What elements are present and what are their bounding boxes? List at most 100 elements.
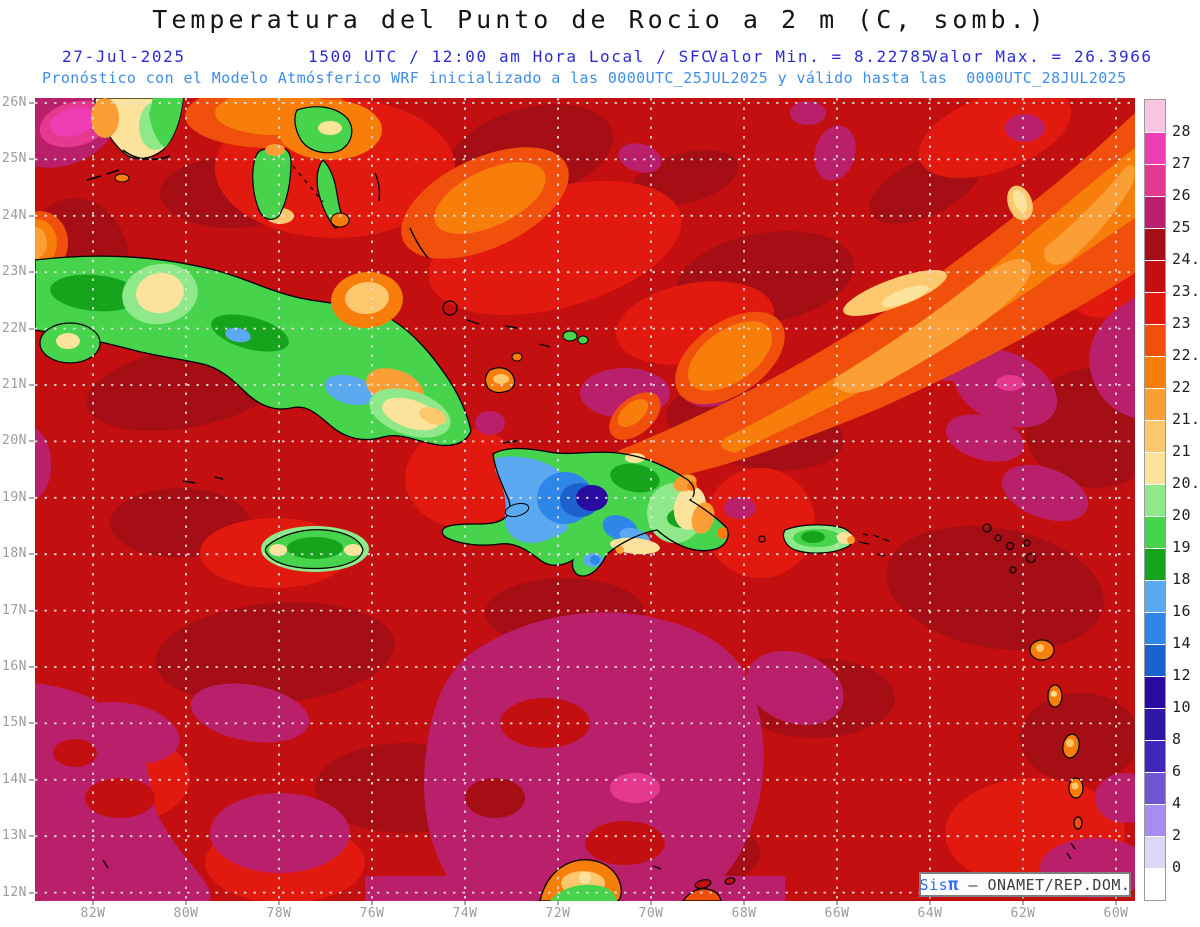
lon-tick-mark — [92, 901, 94, 905]
lon-tick-mark — [1022, 901, 1024, 905]
dry-air-streaks — [35, 98, 1135, 483]
colorbar-segment — [1145, 516, 1165, 548]
lon-tick-label: 82W — [80, 906, 106, 921]
puerto-rico-island — [758, 524, 890, 557]
lon-tick-mark — [278, 901, 280, 905]
colorbar — [1144, 99, 1166, 901]
lat-tick-mark — [29, 440, 34, 443]
colorbar-boundary-label: 25 — [1172, 218, 1192, 236]
lon-tick-label: 62W — [1010, 906, 1036, 921]
page-title: Temperatura del Punto de Rocio a 2 m (C,… — [152, 5, 1048, 34]
colorbar-boundary-label: 24.5 — [1172, 250, 1200, 268]
watermark-pi-icon: π — [948, 874, 959, 895]
lat-tick-mark — [29, 102, 34, 104]
lon-tick-label: 72W — [545, 906, 571, 921]
colorbar-segment — [1145, 132, 1165, 164]
abc-islands-south-america — [539, 859, 736, 901]
colorbar-segment — [1145, 772, 1165, 804]
valor-max-label: Valor Max. = 26.3966 — [928, 47, 1153, 66]
colorbar-segment — [1145, 292, 1165, 324]
colorbar-boundary-label: 10 — [1172, 698, 1192, 716]
lon-tick-label: 66W — [824, 906, 850, 921]
lon-tick-mark — [464, 901, 466, 905]
lat-tick-mark — [29, 609, 34, 612]
colorbar-boundary-label: 26 — [1172, 186, 1192, 204]
lat-tick-label: 24N — [2, 207, 27, 223]
lon-tick-mark — [371, 901, 373, 905]
colorbar-segment — [1145, 836, 1165, 868]
lon-tick-label: 70W — [638, 906, 664, 921]
lon-tick-label: 64W — [917, 906, 943, 921]
bahamas-islands — [252, 100, 523, 394]
lat-tick-label: 25N — [2, 151, 27, 167]
colorbar-segment — [1145, 452, 1165, 484]
valor-min-label: Valor Min. = 8.22785 — [708, 47, 933, 66]
colorbar-segment — [1145, 196, 1165, 228]
colorbar-segment — [1145, 740, 1165, 772]
valid-date-label: 27-Jul-2025 — [62, 47, 186, 66]
colorbar-segment — [1145, 868, 1165, 900]
lon-tick-label: 74W — [452, 906, 478, 921]
colorbar-segment — [1145, 804, 1165, 836]
colorbar-boundary-label: 6 — [1172, 762, 1182, 780]
lat-tick-label: 21N — [2, 377, 27, 392]
hispaniola-island — [441, 440, 729, 577]
colorbar-segment — [1145, 420, 1165, 452]
florida-tip — [86, 98, 184, 183]
lat-tick-label: 17N — [2, 602, 27, 618]
lon-tick-mark — [836, 901, 838, 905]
lat-tick-label: 16N — [2, 659, 27, 674]
dewpoint-map — [35, 98, 1135, 901]
colorbar-segment — [1145, 388, 1165, 420]
lat-tick-mark — [29, 158, 34, 161]
watermark-badge: Sis π – ONAMET/REP.DOM. — [919, 872, 1131, 897]
colorbar-boundary-label: 0 — [1172, 858, 1182, 876]
lat-tick-mark — [29, 891, 34, 894]
cuba-island — [35, 255, 472, 447]
lat-tick-label: 26N — [2, 95, 27, 110]
turks-caicos — [539, 330, 589, 348]
lon-tick-label: 68W — [731, 906, 757, 921]
colorbar-boundary-label: 14 — [1172, 634, 1192, 652]
lat-tick-mark — [29, 384, 34, 386]
lat-tick-label: 22N — [2, 320, 27, 336]
lat-tick-mark — [29, 214, 34, 217]
colorbar-segment — [1145, 612, 1165, 644]
lat-tick-label: 18N — [2, 546, 27, 562]
colorbar-segment — [1145, 324, 1165, 356]
colorbar-boundary-label: 22 — [1172, 378, 1192, 396]
colorbar-segment — [1145, 356, 1165, 388]
lat-tick-label: 23N — [2, 264, 27, 280]
forecast-model-line: Pronóstico con el Modelo Atmósferico WRF… — [42, 69, 1127, 87]
watermark-org: ONAMET/REP.DOM. — [987, 875, 1131, 894]
lon-tick-label: 78W — [266, 906, 292, 921]
lat-tick-label: 20N — [2, 433, 27, 449]
lat-tick-mark — [29, 496, 34, 499]
colorbar-segment — [1145, 228, 1165, 260]
colorbar-boundary-label: 23 — [1172, 314, 1192, 332]
colorbar-boundary-label: 28 — [1172, 122, 1192, 140]
colorbar-boundary-label: 2 — [1172, 826, 1182, 844]
lat-tick-mark — [29, 553, 34, 556]
colorbar-boundary-label: 19 — [1172, 538, 1192, 556]
colorbar-boundary-label: 4 — [1172, 794, 1182, 812]
colorbar-segment — [1145, 676, 1165, 708]
lon-tick-mark — [557, 901, 559, 905]
colorbar-segment — [1145, 548, 1165, 580]
colorbar-boundary-label: 22.5 — [1172, 346, 1200, 364]
cayman-sanandres-dashes — [102, 476, 224, 869]
lon-tick-label: 60W — [1103, 906, 1129, 921]
colorbar-boundary-label: 16 — [1172, 602, 1192, 620]
lon-tick-mark — [1115, 901, 1117, 905]
colorbar-boundary-label: 20.5 — [1172, 474, 1200, 492]
watermark-separator: – — [958, 875, 988, 894]
lat-tick-mark — [29, 722, 34, 725]
lat-lon-gridlines — [35, 98, 1135, 901]
lon-tick-mark — [650, 901, 652, 905]
lat-tick-label: 13N — [2, 828, 27, 844]
colorbar-boundary-label: 8 — [1172, 730, 1182, 748]
lat-tick-mark — [29, 327, 34, 330]
colorbar-boundary-label: 21.5 — [1172, 410, 1200, 428]
lat-tick-mark — [29, 835, 34, 838]
